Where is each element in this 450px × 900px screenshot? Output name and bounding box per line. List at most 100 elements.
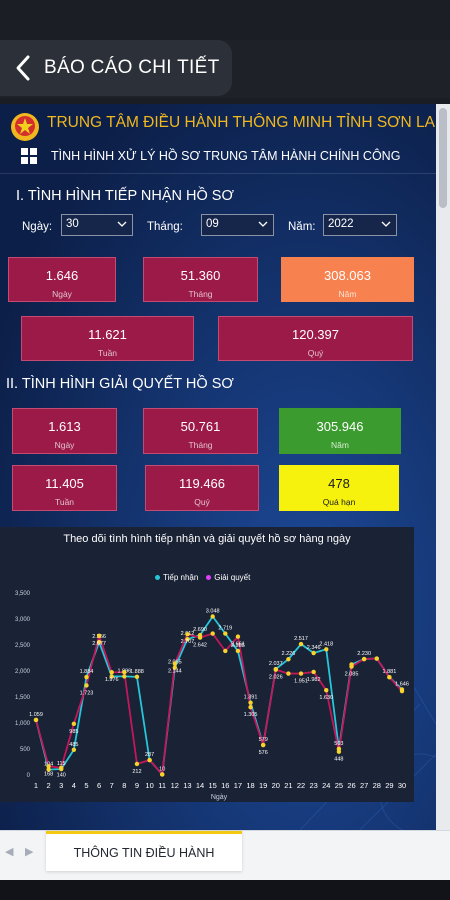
divider xyxy=(0,173,436,174)
scrollbar-track[interactable] xyxy=(436,104,450,830)
data-label: 448 xyxy=(334,757,343,763)
data-label: 2.226 xyxy=(282,651,296,657)
data-label: 2.642 xyxy=(193,643,207,649)
received-week-value: 11.621 xyxy=(88,327,127,342)
resolved-week-label: Tuần xyxy=(54,497,75,507)
x-tick-label: 5 xyxy=(84,781,88,790)
data-point xyxy=(324,688,329,693)
data-point xyxy=(235,634,241,639)
scrollbar-thumb[interactable] xyxy=(439,108,447,208)
data-label: 1.881 xyxy=(382,669,396,675)
y-tick-label: 3,500 xyxy=(15,591,31,597)
data-point xyxy=(46,767,51,772)
resolved-week-card[interactable]: 11.405 Tuần xyxy=(12,465,117,511)
data-point xyxy=(399,688,405,694)
data-point xyxy=(298,671,304,676)
overdue-card[interactable]: 478 Quá hạn xyxy=(279,465,399,511)
received-year-label: Năm xyxy=(338,289,357,299)
data-point xyxy=(197,635,203,640)
next-page-icon[interactable]: ▶ xyxy=(25,846,34,858)
x-tick-label: 17 xyxy=(234,781,242,790)
data-label: 3.048 xyxy=(206,609,220,615)
data-label: 2.037 xyxy=(269,661,283,667)
legend-item-received[interactable]: Tiếp nhận xyxy=(155,573,198,582)
day-select[interactable]: 30 xyxy=(61,214,133,236)
resolved-year-card[interactable]: 305.946 Năm xyxy=(279,408,401,454)
received-day-card[interactable]: 1.646 Ngày xyxy=(8,257,116,302)
day-filter-label: Ngày: xyxy=(22,221,53,233)
data-point xyxy=(387,674,392,680)
x-tick-label: 10 xyxy=(145,781,153,790)
section-resolved-title: II. TÌNH HÌNH GIẢI QUYẾT HỒ SƠ xyxy=(6,376,234,392)
data-point xyxy=(109,674,114,679)
tab-label: THÔNG TIN ĐIỀU HÀNH xyxy=(73,845,215,860)
x-tick-label: 11 xyxy=(158,781,166,790)
resolved-month-card[interactable]: 50.761 Tháng xyxy=(143,408,258,454)
x-tick-label: 27 xyxy=(360,781,368,790)
data-label: 1.305 xyxy=(244,712,258,718)
data-label: 115 xyxy=(57,761,66,767)
data-point xyxy=(134,761,140,767)
resolved-quarter-value: 119.466 xyxy=(178,476,226,491)
report-panel[interactable]: TRUNG TÂM ĐIỀU HÀNH THÔNG MINH TỈNH SƠN … xyxy=(0,104,436,830)
data-label: 2.385 xyxy=(231,643,245,649)
data-label: 1.951 xyxy=(294,679,308,685)
data-label: 2.661 xyxy=(231,642,245,648)
data-point xyxy=(109,670,114,675)
year-select[interactable]: 2022 xyxy=(323,214,397,236)
data-point xyxy=(84,674,89,680)
data-label: 579 xyxy=(259,737,268,743)
data-point xyxy=(248,700,253,705)
legend-dot xyxy=(206,575,212,580)
resolved-month-label: Tháng xyxy=(188,440,213,450)
data-point xyxy=(324,647,329,652)
tab-operation-info[interactable]: THÔNG TIN ĐIỀU HÀNH xyxy=(46,831,242,871)
y-tick-label: 3,000 xyxy=(15,617,31,623)
data-label: 1.982 xyxy=(307,677,321,683)
data-label: 576 xyxy=(259,750,268,756)
x-axis-label: Ngày xyxy=(211,794,228,801)
x-tick-label: 18 xyxy=(246,781,254,790)
received-month-card[interactable]: 51.360 Tháng xyxy=(143,257,258,302)
data-point xyxy=(185,632,190,637)
x-tick-label: 13 xyxy=(183,781,191,790)
data-label: 2.690 xyxy=(193,627,207,633)
daily-chart-panel[interactable]: Theo dõi tình hình tiếp nhận và giải quy… xyxy=(0,527,414,802)
chevron-down-icon xyxy=(117,221,127,227)
month-select[interactable]: 09 xyxy=(201,214,274,236)
data-label: 2.085 xyxy=(345,672,359,678)
x-tick-label: 6 xyxy=(97,781,101,790)
legend-item-resolved[interactable]: Giải quyết xyxy=(206,573,250,582)
resolved-day-card[interactable]: 1.613 Ngày xyxy=(12,408,117,454)
data-point xyxy=(46,764,51,769)
y-tick-label: 2,000 xyxy=(15,669,31,675)
x-tick-label: 9 xyxy=(135,781,139,790)
received-quarter-card[interactable]: 120.397 Quý xyxy=(218,316,413,361)
data-point xyxy=(96,633,102,638)
data-point xyxy=(122,670,127,675)
received-month-label: Tháng xyxy=(188,289,213,299)
data-point xyxy=(286,671,291,676)
back-button[interactable]: BÁO CÁO CHI TIẾT xyxy=(0,40,232,96)
received-year-card[interactable]: 308.063 Năm xyxy=(281,257,414,302)
x-tick-label: 28 xyxy=(373,781,381,790)
received-week-card[interactable]: 11.621 Tuần xyxy=(21,316,194,361)
overdue-value: 478 xyxy=(328,476,350,491)
data-point xyxy=(286,657,291,662)
prev-page-icon[interactable]: ◀ xyxy=(5,846,14,858)
received-quarter-label: Quý xyxy=(307,348,324,358)
data-point xyxy=(273,667,278,672)
received-day-label: Ngày xyxy=(52,289,72,299)
data-label: 1.391 xyxy=(244,695,258,701)
data-label: 2.346 xyxy=(307,645,321,651)
legend-dot xyxy=(155,575,160,580)
resolved-quarter-card[interactable]: 119.466 Quý xyxy=(145,465,259,511)
resolved-week-value: 11.405 xyxy=(45,476,84,491)
x-tick-label: 20 xyxy=(272,781,280,790)
x-tick-label: 19 xyxy=(259,781,267,790)
data-label: 1.630 xyxy=(319,695,333,701)
received-quarter-value: 120.397 xyxy=(292,327,339,342)
data-point xyxy=(185,636,190,642)
data-label: 2.144 xyxy=(168,669,182,675)
